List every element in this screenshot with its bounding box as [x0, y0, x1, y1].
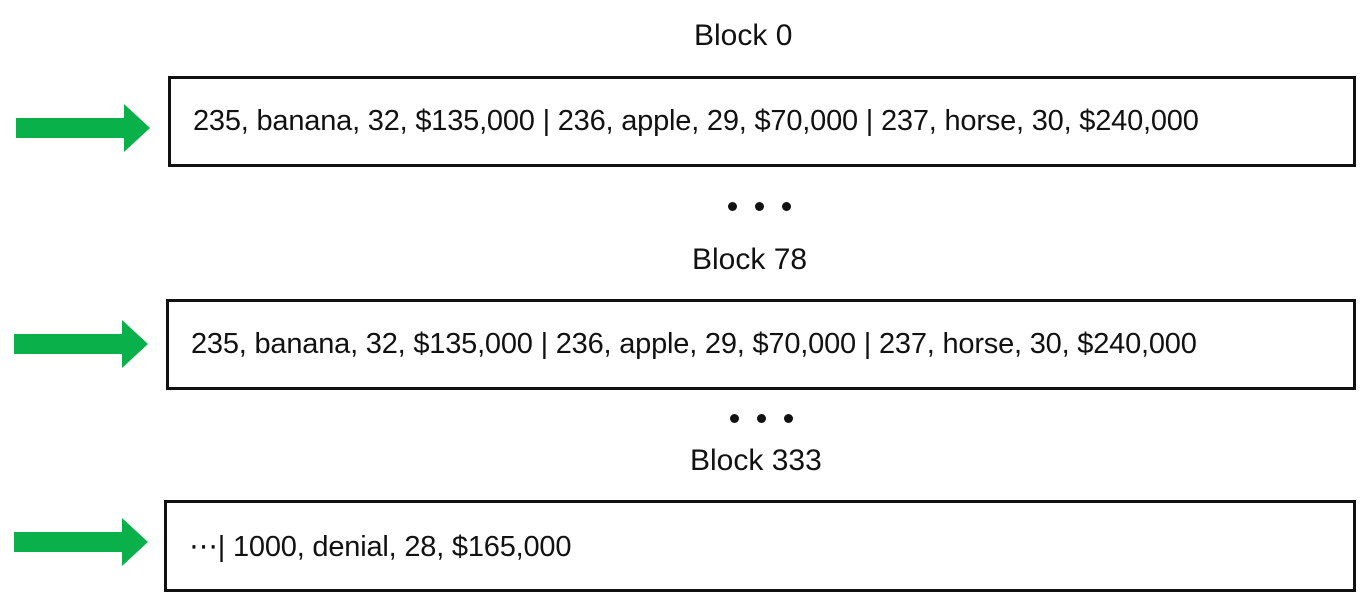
block-0-title: Block 0 [694, 19, 793, 52]
ellipsis-icon [728, 202, 791, 211]
block-78-content: 235, banana, 32, $135,000 | 236, apple, … [191, 328, 1197, 360]
arrow-0-icon [16, 104, 150, 152]
block-333-box: ⋯| 1000, denial, 28, $165,000 [164, 500, 1356, 592]
block-78-title: Block 78 [692, 243, 808, 276]
block-0-box: 235, banana, 32, $135,000 | 236, apple, … [168, 76, 1356, 167]
arrow-78-icon [14, 320, 148, 368]
arrow-333-icon [14, 518, 148, 566]
block-333-title: Block 333 [690, 444, 822, 477]
block-78-box: 235, banana, 32, $135,000 | 236, apple, … [166, 299, 1356, 390]
block-333-content: ⋯| 1000, denial, 28, $165,000 [189, 530, 572, 563]
block-0-content: 235, banana, 32, $135,000 | 236, apple, … [193, 105, 1199, 137]
ellipsis-icon [730, 414, 793, 423]
